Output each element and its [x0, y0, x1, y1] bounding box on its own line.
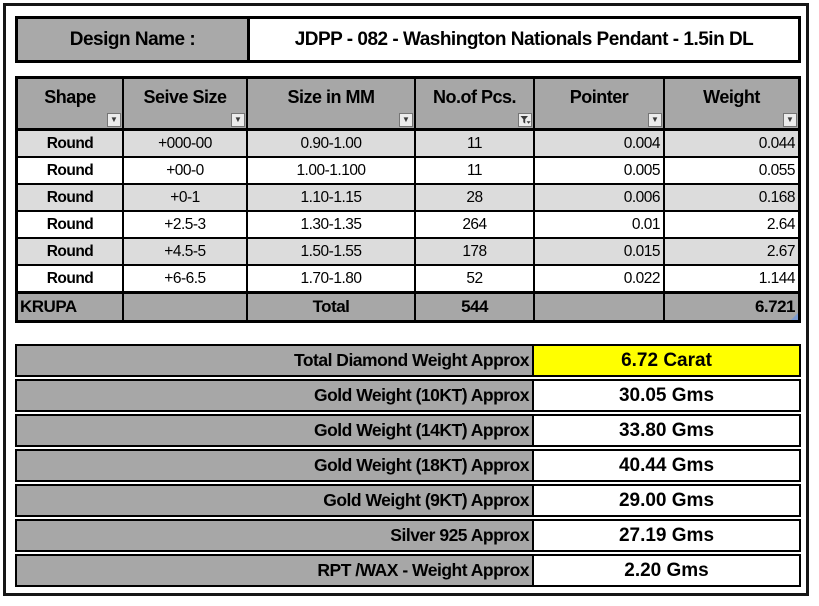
filter-funnel-icon — [520, 115, 531, 124]
summary-value-cell: 30.05 Gms — [532, 381, 799, 410]
chevron-down-icon: ▼ — [402, 115, 410, 124]
summary-row: Gold Weight (18KT) Approx 40.44 Gms — [15, 449, 801, 482]
no-of-pcs-cell: 11 — [414, 131, 533, 156]
weight-cell: 2.64 — [663, 212, 798, 237]
weight-cell: 1.144 — [663, 266, 798, 291]
summary-value-cell: 29.00 Gms — [532, 486, 799, 515]
size-in-mm-cell: 1.30-1.35 — [246, 212, 414, 237]
pointer-cell: 0.022 — [533, 266, 663, 291]
stone-table-row: Round +2.5-3 1.30-1.35 264 0.01 2.64 — [18, 210, 798, 237]
summary-row: RPT /WAX - Weight Approx 2.20 Gms — [15, 554, 801, 587]
size-in-mm-cell: 0.90-1.00 — [246, 131, 414, 156]
stone-table-total-row: KRUPA Total 544 6.721 — [18, 291, 798, 320]
weight-cell: 0.055 — [663, 158, 798, 183]
summary-label-cell: Silver 925 Approx — [17, 521, 532, 550]
total-empty-cell — [533, 294, 663, 320]
shape-cell: Round — [18, 239, 122, 264]
design-name-value: JDPP - 082 - Washington Nationals Pendan… — [247, 19, 798, 60]
size-in-mm-cell: 1.50-1.55 — [246, 239, 414, 264]
shape-cell: Round — [46, 161, 94, 179]
chevron-down-icon: ▼ — [110, 115, 118, 124]
column-header-size-in-mm: Size in MM ▼ — [246, 79, 414, 128]
no-of-pcs-cell: 28 — [414, 185, 533, 210]
summary-label-cell: Gold Weight (14KT) Approx — [17, 416, 532, 445]
seive-size-filter-button[interactable]: ▼ — [231, 113, 245, 127]
no-of-pcs-cell: 11 — [414, 158, 533, 183]
seive-size-cell: +0-1 — [122, 185, 246, 210]
summary-value-cell: 33.80 Gms — [532, 416, 799, 445]
pointer-cell: 0.01 — [533, 212, 663, 237]
pointer-cell: 0.015 — [533, 239, 663, 264]
chevron-down-icon: ▼ — [234, 115, 242, 124]
weight-cell: 2.67 — [663, 239, 798, 264]
chevron-down-icon: ▼ — [786, 115, 794, 124]
size-in-mm-cell: 1.10-1.15 — [246, 185, 414, 210]
stone-table-row: Round +6-6.5 1.70-1.80 52 0.022 1.144 — [18, 264, 798, 291]
size-in-mm-cell: 1.00-1.100 — [246, 158, 414, 183]
summary-label-cell: Gold Weight (10KT) Approx — [17, 381, 532, 410]
shape-cell: Round — [46, 215, 94, 233]
no-of-pcs-filter-button[interactable] — [518, 113, 532, 127]
total-empty-cell — [122, 294, 246, 320]
summary-value-cell: 6.72 Carat — [532, 346, 799, 375]
summary-value-cell: 2.20 Gms — [532, 556, 799, 585]
column-header-seive-size: Seive Size ▼ — [122, 79, 246, 128]
summary-row: Gold Weight (9KT) Approx 29.00 Gms — [15, 484, 801, 517]
seive-size-cell: +000-00 — [122, 131, 246, 156]
summary-row: Gold Weight (14KT) Approx 33.80 Gms — [15, 414, 801, 447]
weight-cell: 0.168 — [663, 185, 798, 210]
stone-table-body: Round +000-00 0.90-1.00 11 0.004 0.044 R… — [18, 128, 798, 291]
shape-cell: Round — [18, 185, 122, 210]
total-pcs-cell: 544 — [414, 294, 533, 320]
design-name-bar: Design Name : JDPP - 082 - Washington Na… — [15, 16, 801, 63]
summary-label-cell: RPT /WAX - Weight Approx — [17, 556, 532, 585]
summary-label-cell: Gold Weight (18KT) Approx — [17, 451, 532, 480]
seive-size-cell: +4.5-5 — [122, 239, 246, 264]
stone-table-row: Round +00-0 1.00-1.100 11 0.005 0.055 — [18, 156, 798, 183]
design-name-label: Design Name : — [18, 19, 247, 60]
size-in-mm-filter-button[interactable]: ▼ — [399, 113, 413, 127]
weight-cell: 0.044 — [663, 131, 798, 156]
summary-row: Gold Weight (10KT) Approx 30.05 Gms — [15, 379, 801, 412]
shape-cell: Round — [46, 269, 94, 287]
column-header-weight: Weight ▼ — [663, 79, 798, 128]
seive-size-cell: +2.5-3 — [122, 212, 246, 237]
column-header-shape: Shape ▼ — [18, 79, 122, 128]
column-header-no-of-pcs: No.of Pcs. — [414, 79, 533, 128]
no-of-pcs-cell: 52 — [414, 266, 533, 291]
summary-value-cell: 40.44 Gms — [532, 451, 799, 480]
cell-corner-marker — [791, 313, 798, 320]
pointer-filter-button[interactable]: ▼ — [648, 113, 662, 127]
stone-table-row: Round +4.5-5 1.50-1.55 178 0.015 2.67 — [18, 237, 798, 264]
pointer-cell: 0.004 — [533, 131, 663, 156]
chevron-down-icon: ▼ — [651, 115, 659, 124]
total-weight-cell: 6.721 — [663, 294, 798, 320]
stone-table-row: Round +000-00 0.90-1.00 11 0.004 0.044 — [18, 128, 798, 156]
summary-table: Total Diamond Weight Approx 6.72 Carat G… — [15, 344, 801, 589]
summary-label-cell: Total Diamond Weight Approx — [17, 346, 532, 375]
shape-cell: Round — [18, 131, 122, 156]
summary-label-cell: Gold Weight (9KT) Approx — [17, 486, 532, 515]
seive-size-cell: +6-6.5 — [122, 266, 246, 291]
shape-filter-button[interactable]: ▼ — [107, 113, 121, 127]
weight-filter-button[interactable]: ▼ — [783, 113, 797, 127]
seive-size-cell: +00-0 — [122, 158, 246, 183]
no-of-pcs-cell: 178 — [414, 239, 533, 264]
stone-table: Shape ▼ Seive Size ▼ Size in MM ▼ No.of … — [15, 76, 801, 323]
pointer-cell: 0.006 — [533, 185, 663, 210]
no-of-pcs-cell: 264 — [414, 212, 533, 237]
summary-row: Silver 925 Approx 27.19 Gms — [15, 519, 801, 552]
size-in-mm-cell: 1.70-1.80 — [246, 266, 414, 291]
stone-table-row: Round +0-1 1.10-1.15 28 0.006 0.168 — [18, 183, 798, 210]
summary-value-cell: 27.19 Gms — [532, 521, 799, 550]
stone-table-header-row: Shape ▼ Seive Size ▼ Size in MM ▼ No.of … — [18, 79, 798, 128]
total-label-cell: Total — [246, 294, 414, 320]
column-header-pointer: Pointer ▼ — [533, 79, 663, 128]
pointer-cell: 0.005 — [533, 158, 663, 183]
summary-row: Total Diamond Weight Approx 6.72 Carat — [15, 344, 801, 377]
brand-cell: KRUPA — [18, 294, 122, 320]
